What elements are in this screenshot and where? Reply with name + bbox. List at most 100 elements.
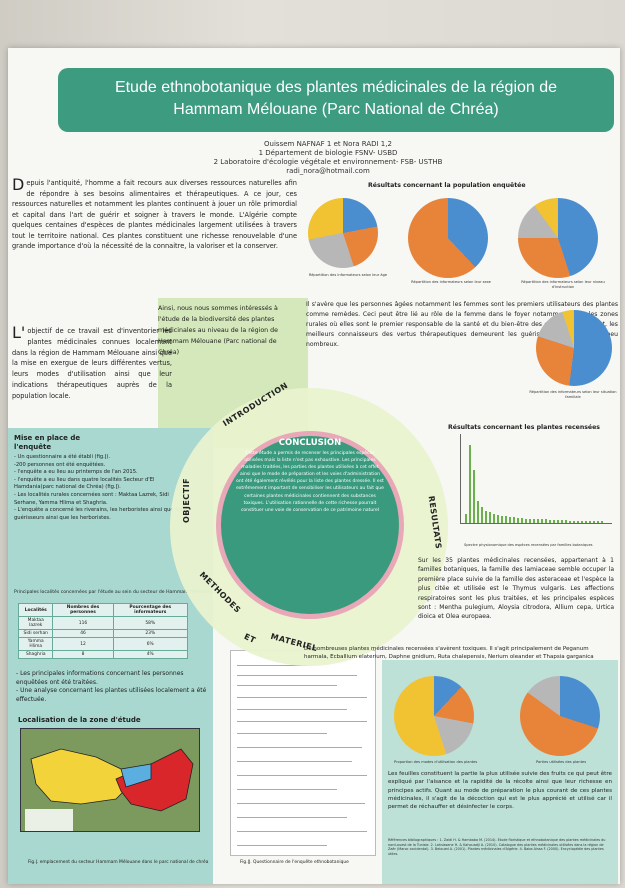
pie-education: [518, 198, 598, 278]
bar: [573, 521, 575, 523]
authors-block: Ouissem NAFNAF 1 et Nora RADI 1,2 1 Dépa…: [158, 140, 498, 176]
author-names: Ouissem NAFNAF 1 et Nora RADI 1,2: [264, 140, 392, 148]
list-item: - L'enquête a concerné les riverains, le…: [14, 507, 183, 521]
bar: [529, 518, 531, 523]
bar: [465, 514, 467, 523]
list-item: - Les principales informations concernan…: [16, 670, 184, 686]
table-row: Maktaa lazrek 116 58%: [17, 616, 188, 630]
bar: [545, 519, 547, 523]
map-title: Localisation de la zone d'étude: [18, 716, 141, 724]
questionnaire-caption: Fig.ǀǀ. Questionnaire de l'enquête ethno…: [240, 860, 349, 865]
bar: [557, 520, 559, 523]
bar: [509, 516, 511, 523]
table-row: Sidi serhan 46 23%: [17, 629, 188, 638]
aussi-paragraph: Ainsi, nous nous sommes intéressés à l'é…: [158, 305, 279, 356]
table-title: Principales localités concernées par l'é…: [14, 590, 213, 595]
map-graphic: [21, 729, 199, 831]
objective-text: objectif de ce travail est d'inventorier…: [12, 327, 172, 400]
results-plants-title: Résultats concernant les plantes recensé…: [448, 424, 600, 431]
intro-text: epuis l'antiquité, l'homme a fait recour…: [12, 179, 297, 250]
pie-caption: Répartition des informateurs selon leur …: [529, 390, 617, 399]
bar: [489, 512, 491, 523]
bar: [521, 517, 523, 523]
bar: [553, 520, 555, 523]
list-item: - l'enquête a eu lieu au printemps de l'…: [14, 469, 138, 476]
conclusion-title: CONCLUSION: [278, 438, 342, 448]
author-email: radi_nora@hotmail.com: [286, 167, 370, 175]
results-text-4: Les feuilles constituent la partie la pl…: [388, 771, 612, 811]
bar: [505, 515, 507, 523]
bar: [585, 521, 587, 523]
bar: [477, 500, 479, 523]
bar-caption: Spectre physionomique des espèces recens…: [464, 543, 593, 547]
title-line-1: Etude ethnobotanique des plantes médicin…: [114, 79, 558, 96]
pie-age: [308, 198, 378, 268]
pie-caption: Répartition des informateurs selon leur …: [411, 280, 491, 284]
localities-table: Localités Nombres des personnes Pourcent…: [17, 603, 188, 659]
affiliation-2: 2 Laboratoire d'écologie végétale et env…: [213, 158, 443, 166]
bar: [577, 521, 579, 523]
results-population-title: Résultats concernant la population enquê…: [368, 182, 526, 189]
table-header-row: Localités Nombres des personnes Pourcent…: [17, 603, 188, 617]
table-row: Yamma Hlima 12 6%: [17, 637, 188, 651]
bar: [493, 514, 495, 523]
bar: [549, 520, 551, 523]
list-item: - Une analyse concernant les plantes uti…: [16, 687, 207, 703]
poster: Etude ethnobotanique des plantes médicin…: [8, 48, 620, 884]
methods-list: - Un questionnaire a été établi (fig.ǀ).…: [14, 454, 184, 522]
bar: [469, 444, 471, 523]
pie-caption: Proportion des modes d'utilisation des p…: [394, 760, 478, 764]
references: Références bibliographiques : 1. Zaidi H…: [388, 838, 606, 856]
pie-caption: Parties utilisées des plantes: [536, 760, 587, 764]
pie-plant-parts: [520, 676, 600, 756]
bar: [497, 515, 499, 523]
conclusion-circle: [221, 436, 399, 614]
bar: [525, 518, 527, 523]
results-text-2: Sur les 35 plantes médicinales recensées…: [418, 557, 614, 621]
bar: [597, 521, 599, 523]
bar: [517, 517, 519, 523]
pie-caption: Répartition des informateurs selon leur …: [521, 280, 605, 289]
questionnaire-image: [230, 650, 376, 856]
pie-family: [536, 310, 612, 386]
poster-title: Etude ethnobotanique des plantes médicin…: [58, 68, 614, 132]
bar: [541, 519, 543, 523]
pie-caption: Répartition des informateurs selon leur …: [308, 273, 388, 277]
bar: [485, 510, 487, 523]
list-item: - Les localités rurales concernées sont …: [14, 491, 169, 506]
bar: [565, 520, 567, 523]
methods-list-2: - Les principales informations concernan…: [16, 670, 211, 704]
list-item: -200 personnes ont été enquêtées.: [14, 461, 106, 468]
methods-title: Mise en place de l'enquête: [14, 434, 81, 451]
label-objectif: OBJECTIF: [182, 477, 192, 524]
bar: [481, 506, 483, 523]
family-bar-chart: [460, 434, 612, 524]
bar: [537, 519, 539, 523]
bar: [601, 521, 603, 523]
list-item: - Un questionnaire a été établi (fig.ǀ).: [14, 454, 110, 460]
list-item: - l'enquête a eu lieu dans quatre locali…: [14, 476, 155, 491]
bar: [501, 515, 503, 523]
table-row: Shaghria 8 4%: [17, 650, 188, 659]
results-text-3: De nombreuses plantes médicinales recens…: [304, 646, 594, 660]
pie-sex: [408, 198, 488, 278]
conclusion-text: Cette étude a permis de recenser les pri…: [236, 451, 384, 513]
study-area-map: [20, 728, 200, 832]
title-line-2: Hammam Mélouane (Parc National de Chréa): [173, 101, 499, 118]
intro-dropcap: D: [12, 175, 25, 194]
bar: [593, 521, 595, 523]
bar: [589, 521, 591, 523]
map-caption: Fig.ǀ. emplacement du secteur Hammam Mél…: [28, 860, 209, 865]
objective-paragraph: L' objectif de ce travail est d'inventori…: [12, 323, 172, 402]
affiliation-1: 1 Département de biologie FSNV- USBD: [258, 149, 398, 157]
bar: [533, 518, 535, 523]
bar: [569, 521, 571, 523]
bar: [513, 516, 515, 523]
bar: [561, 520, 563, 523]
bar: [581, 521, 583, 523]
results-text-1: Il s'avère que les personnes âgées notam…: [306, 301, 618, 348]
objective-dropcap: L': [12, 323, 26, 342]
pie-usage-mode: [394, 676, 474, 756]
bar: [473, 469, 475, 523]
